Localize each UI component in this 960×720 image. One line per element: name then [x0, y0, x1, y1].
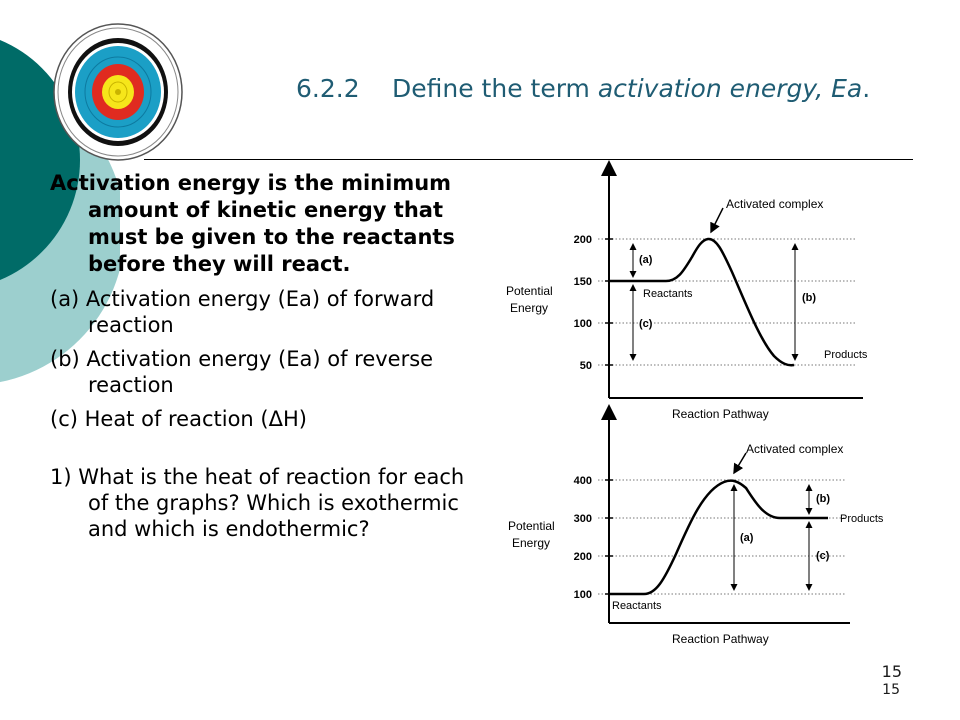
- g1-energy-curve: [610, 237, 795, 367]
- g2-x-label: Reaction Pathway: [672, 632, 769, 646]
- g2-reactants-label: Reactants: [612, 600, 662, 612]
- g2-activated-pointer: [733, 452, 747, 475]
- page-number-footer: 15: [882, 682, 900, 698]
- g1-activated-label: Activated complex: [726, 197, 823, 211]
- g2-energy-curve: [610, 479, 828, 596]
- g2-y-label-line2: Energy: [512, 536, 550, 550]
- label-a-paragraph: (a) Activation energy (Ea) of forward re…: [50, 287, 435, 337]
- g1-y-label-line2: Energy: [510, 301, 548, 315]
- archery-target-icon: [53, 23, 183, 161]
- g1-y-label-line1: Potential: [506, 284, 553, 298]
- g2-label-c: (c): [816, 550, 830, 562]
- g2-tick-label: 400: [574, 475, 592, 487]
- energy-diagrams: 200 150 100 50 Potential Energy Reaction…: [506, 160, 884, 646]
- g1-label-b: (b): [802, 292, 816, 304]
- label-b-paragraph: (b) Activation energy (Ea) of reverse re…: [50, 347, 434, 397]
- g2-label-b: (b): [816, 493, 830, 505]
- g1-tick-label: 100: [574, 318, 592, 330]
- g1-tick-label: 50: [580, 360, 592, 372]
- g2-activated-label: Activated complex: [746, 442, 843, 456]
- g1-tick-label: 200: [574, 234, 592, 246]
- g2-label-a: (a): [740, 532, 754, 544]
- title-emphasis: activation energy, Ea: [597, 74, 863, 103]
- slide-title: 6.2.2 Define the term activation energy, …: [296, 74, 870, 103]
- g2-tick-label: 100: [574, 589, 592, 601]
- g2-products-label: Products: [840, 513, 884, 525]
- g1-products-label: Products: [824, 349, 868, 361]
- endothermic-diagram: 400 300 200 100 Potential Energy Reactio…: [508, 404, 884, 646]
- label-c-paragraph: (c) Heat of reaction (ΔH): [50, 407, 307, 431]
- definition-paragraph: Activation energy is the minimum amount …: [50, 171, 455, 276]
- slide-body: Activation energy is the minimum amount …: [50, 170, 490, 542]
- g1-label-c: (c): [639, 318, 653, 330]
- title-divider: [144, 159, 913, 160]
- title-number: 6.2.2: [296, 74, 360, 103]
- g1-reactants-label: Reactants: [643, 288, 693, 300]
- g1-activated-pointer: [710, 207, 724, 234]
- g1-label-a: (a): [639, 254, 653, 266]
- g1-tick-label: 150: [574, 276, 592, 288]
- exothermic-diagram: 200 150 100 50 Potential Energy Reaction…: [506, 160, 868, 421]
- title-end: .: [862, 74, 871, 103]
- question-paragraph: 1) What is the heat of reaction for each…: [50, 465, 465, 541]
- title-text: Define the term: [392, 74, 598, 103]
- g2-y-label-line1: Potential: [508, 519, 555, 533]
- g2-tick-label: 300: [574, 513, 592, 525]
- g2-tick-label: 200: [574, 551, 592, 563]
- g1-x-label: Reaction Pathway: [672, 407, 769, 421]
- page-number: 15: [881, 662, 902, 681]
